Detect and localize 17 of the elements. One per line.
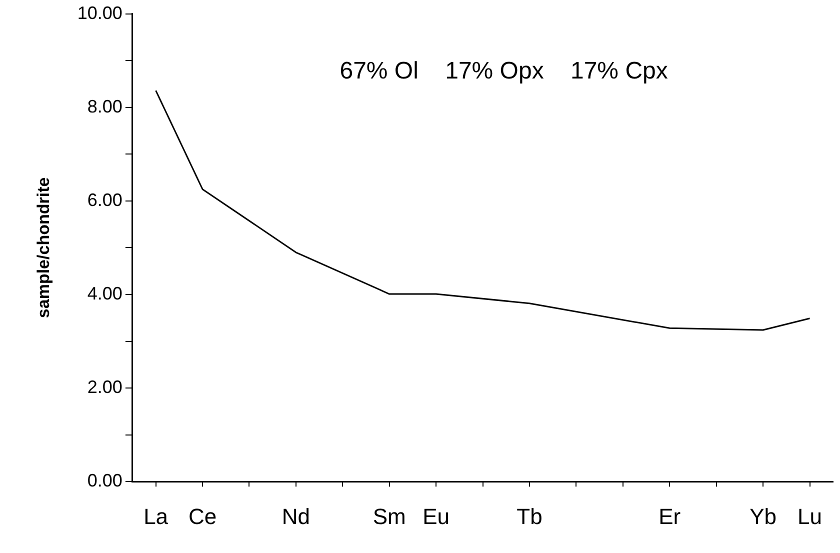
- x-tick-label: Lu: [798, 504, 822, 529]
- x-tick-label: Yb: [750, 504, 777, 529]
- y-tick-label: 0.00: [87, 470, 122, 491]
- annotation: 67% Ol 17% Opx 17% Cpx: [340, 57, 668, 84]
- y-tick-label: 10.00: [77, 2, 122, 23]
- x-tick-label: Nd: [282, 504, 310, 529]
- x-tick-label: Ce: [188, 504, 217, 529]
- y-axis-title: sample/chondrite: [34, 177, 53, 318]
- y-tick-label: 8.00: [87, 96, 122, 116]
- x-tick-label: Sm: [372, 504, 406, 529]
- y-tick-label: 6.00: [87, 190, 122, 210]
- y-tick-label: 4.00: [87, 283, 122, 304]
- x-tick-label: La: [144, 504, 169, 529]
- x-tick-label: Er: [658, 504, 681, 529]
- y-tick-label: 2.00: [87, 377, 122, 398]
- x-tick-label: Tb: [516, 504, 542, 529]
- x-tick-label: Eu: [422, 504, 450, 529]
